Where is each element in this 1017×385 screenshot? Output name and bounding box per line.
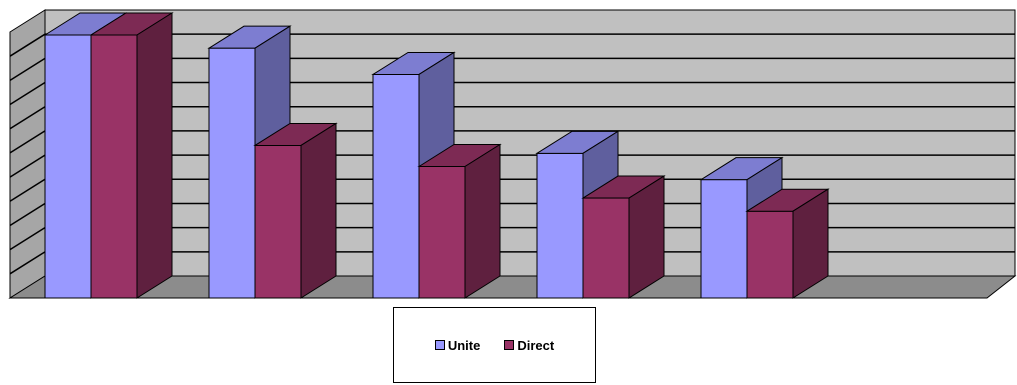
legend-item-unite: Unite — [434, 337, 481, 353]
legend-swatch-unite — [434, 340, 445, 350]
legend-swatch-direct — [504, 340, 515, 350]
bar-direct-4 — [581, 175, 666, 299]
legend: Unite Direct — [393, 307, 596, 383]
gridline — [9, 33, 1015, 57]
legend-label-direct: Direct — [517, 337, 555, 353]
bar-direct-2 — [253, 122, 338, 299]
back-wall — [44, 9, 1016, 277]
legend-item-direct: Direct — [504, 338, 554, 353]
bars — [43, 12, 830, 299]
bar-chart-3d — [8, 9, 1017, 299]
bar-direct-1 — [89, 12, 174, 299]
bar-direct-5 — [745, 188, 830, 299]
bar-direct-3 — [417, 143, 502, 299]
legend-label-unite: Unite — [447, 337, 481, 353]
